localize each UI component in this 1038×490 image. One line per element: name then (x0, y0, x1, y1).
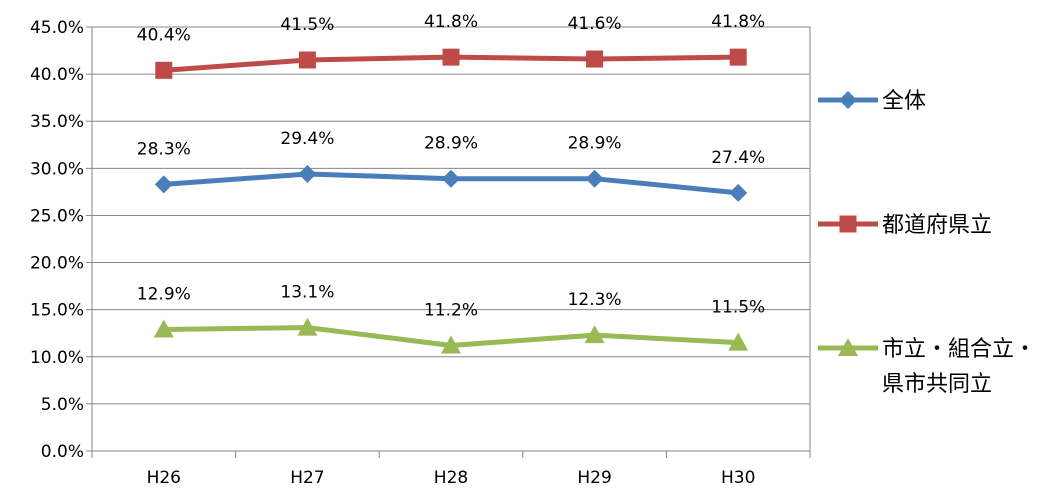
data-point (153, 319, 174, 338)
data-label: 12.9% (137, 284, 191, 304)
data-label: 11.5% (711, 298, 765, 318)
data-point (585, 169, 604, 188)
data-label: 41.8% (424, 12, 478, 32)
legend-item: 全体 (818, 89, 926, 114)
legend-label: 都道府県立 (882, 213, 992, 238)
y-tick-label: 40.0% (30, 65, 84, 85)
data-label: 29.4% (280, 129, 334, 149)
x-tick-label: H28 (434, 468, 468, 488)
y-tick-label: 35.0% (30, 112, 84, 132)
data-point (154, 175, 173, 194)
data-label: 41.8% (711, 12, 765, 32)
data-point (586, 50, 604, 68)
data-label: 13.1% (280, 283, 334, 303)
x-tick-label: H30 (721, 468, 755, 488)
y-tick-label: 45.0% (30, 18, 84, 38)
y-tick-label: 10.0% (30, 348, 84, 368)
data-point (298, 164, 317, 183)
data-point (442, 169, 460, 188)
data-point (297, 317, 318, 336)
data-point (839, 215, 857, 233)
data-label: 12.3% (568, 290, 622, 310)
x-tick-label: H29 (577, 468, 611, 488)
data-label: 41.5% (280, 15, 334, 35)
data-point (298, 51, 316, 69)
data-point (838, 338, 858, 356)
data-label: 28.9% (424, 134, 478, 154)
y-tick-label: 30.0% (30, 159, 84, 179)
data-label: 28.9% (568, 134, 622, 154)
y-tick-label: 20.0% (30, 254, 84, 274)
x-tick-label: H26 (147, 468, 181, 488)
data-point (441, 335, 461, 354)
data-point (839, 91, 857, 109)
data-point (584, 325, 605, 344)
legend-label: 県市共同立 (882, 372, 992, 397)
y-tick-label: 15.0% (30, 301, 84, 321)
y-tick-label: 0.0% (41, 442, 84, 462)
data-label: 41.6% (568, 14, 622, 34)
legend-label: 市立・組合立・ (882, 337, 1036, 362)
data-label: 11.2% (424, 300, 478, 320)
x-tick-label: H27 (290, 468, 324, 488)
legend-item: 都道府県立 (818, 213, 992, 238)
data-label: 28.3% (137, 139, 191, 159)
y-tick-label: 25.0% (30, 206, 84, 226)
legend-label: 全体 (882, 89, 926, 114)
data-point (728, 332, 749, 351)
data-point (729, 48, 747, 66)
data-label: 27.4% (711, 148, 765, 168)
y-tick-label: 5.0% (41, 395, 84, 415)
data-label: 40.4% (137, 25, 191, 45)
data-point (442, 48, 460, 66)
data-point (155, 61, 173, 79)
plot-frame (91, 26, 811, 452)
legend-item: 市立・組合立・県市共同立 (818, 337, 1036, 397)
data-point (729, 183, 748, 202)
plot-area: 0.0% 5.0% 10.0% 15.0% 20.0% 25.0% 30.0% 35.0% 40… (30, 12, 811, 488)
